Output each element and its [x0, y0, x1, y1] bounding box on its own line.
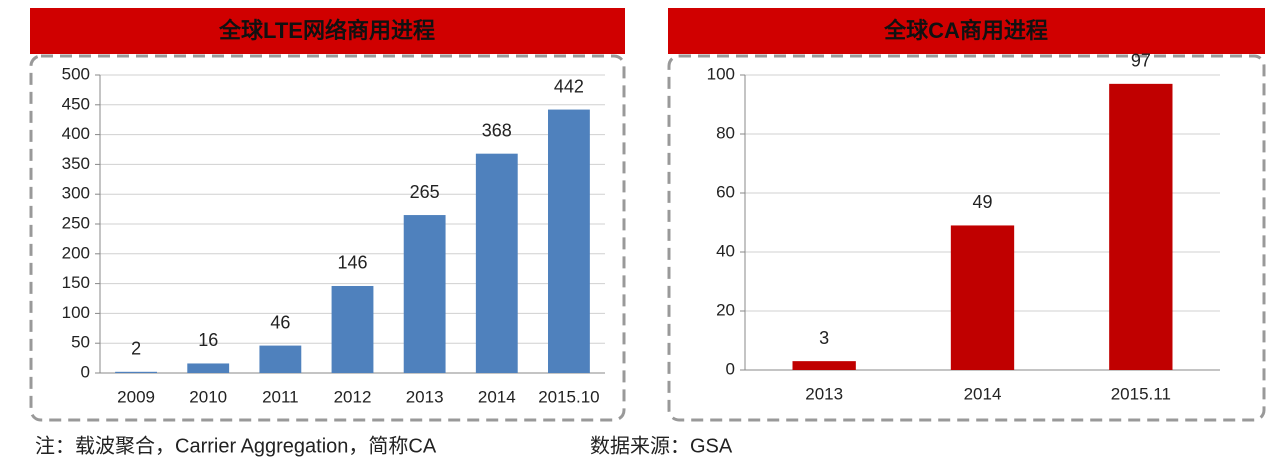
- x-tick-label: 2015.10: [538, 387, 599, 406]
- y-tick-label: 50: [71, 333, 90, 352]
- bar: [950, 225, 1015, 370]
- x-tick-label: 2009: [117, 387, 155, 406]
- y-tick-label: 100: [707, 64, 735, 83]
- data-label: 146: [337, 253, 367, 273]
- y-tick-label: 40: [716, 241, 735, 260]
- x-tick-label: 2014: [964, 384, 1002, 403]
- data-label: 49: [972, 192, 992, 212]
- header-band: [30, 8, 625, 54]
- y-tick-label: 150: [62, 273, 90, 292]
- x-tick-label: 2012: [334, 387, 372, 406]
- y-tick-label: 250: [62, 213, 90, 232]
- data-label: 2: [131, 339, 141, 359]
- bar: [187, 363, 230, 373]
- source: 数据来源：GSA: [590, 434, 733, 457]
- x-tick-label: 2010: [189, 387, 227, 406]
- y-tick-label: 450: [62, 94, 90, 113]
- bar: [792, 361, 856, 370]
- y-tick-label: 0: [81, 362, 90, 381]
- y-tick-label: 200: [62, 243, 90, 262]
- bar: [548, 109, 590, 374]
- x-tick-label: 2013: [805, 384, 843, 403]
- data-label: 46: [270, 312, 290, 332]
- bar: [331, 285, 374, 373]
- data-label: 368: [482, 120, 512, 140]
- chart-title: 全球LTE网络商用进程: [218, 18, 435, 43]
- data-label: 16: [198, 330, 218, 350]
- y-tick-label: 100: [62, 303, 90, 322]
- x-tick-label: 2011: [262, 387, 299, 406]
- bar: [115, 371, 157, 373]
- y-tick-label: 20: [716, 300, 735, 319]
- data-label: 442: [554, 76, 584, 96]
- x-tick-label: 2013: [406, 387, 444, 406]
- y-tick-label: 60: [716, 182, 735, 201]
- y-tick-label: 500: [62, 64, 90, 83]
- data-label: 265: [410, 182, 440, 202]
- bar: [259, 345, 302, 373]
- y-tick-label: 350: [62, 154, 90, 173]
- footnote: 注：载波聚合，Carrier Aggregation，简称CA: [35, 434, 437, 457]
- y-tick-label: 400: [62, 124, 90, 143]
- bar: [1109, 83, 1173, 370]
- y-tick-label: 300: [62, 184, 90, 203]
- panel-border: [667, 54, 1266, 422]
- bar: [403, 215, 446, 373]
- x-tick-label: 2015.11: [1111, 384, 1171, 403]
- chart-title: 全球CA商用进程: [883, 18, 1048, 43]
- panel-border: [29, 54, 626, 422]
- x-tick-label: 2014: [478, 387, 516, 406]
- y-tick-label: 0: [726, 359, 735, 378]
- header-band: [668, 8, 1265, 54]
- data-label: 3: [819, 328, 829, 348]
- y-tick-label: 80: [716, 123, 735, 142]
- bar: [475, 153, 518, 373]
- data-label: 97: [1131, 51, 1151, 71]
